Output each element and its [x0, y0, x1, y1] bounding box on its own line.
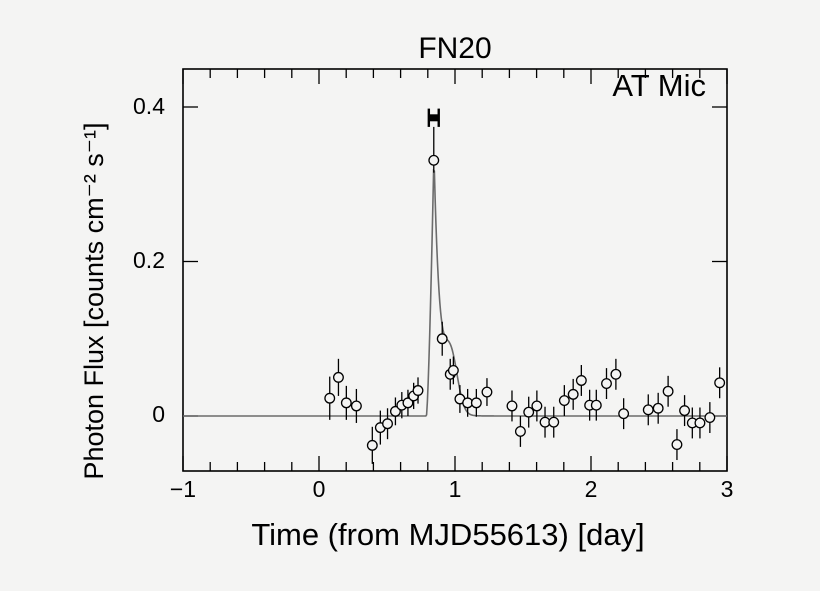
svg-text:Photon Flux [counts cm⁻² s⁻¹]: Photon Flux [counts cm⁻² s⁻¹] — [79, 122, 109, 479]
svg-text:AT Mic: AT Mic — [612, 68, 706, 103]
svg-text:2: 2 — [585, 476, 598, 502]
svg-text:−1: −1 — [170, 476, 196, 502]
svg-text:0: 0 — [152, 401, 165, 427]
svg-text:0.4: 0.4 — [133, 93, 165, 119]
svg-text:1: 1 — [449, 476, 462, 502]
svg-text:0: 0 — [313, 476, 326, 502]
svg-text:3: 3 — [721, 476, 734, 502]
svg-text:Time (from MJD55613) [day]: Time (from MJD55613) [day] — [251, 517, 644, 552]
svg-text:0.2: 0.2 — [133, 247, 165, 273]
svg-text:FN20: FN20 — [418, 32, 491, 65]
